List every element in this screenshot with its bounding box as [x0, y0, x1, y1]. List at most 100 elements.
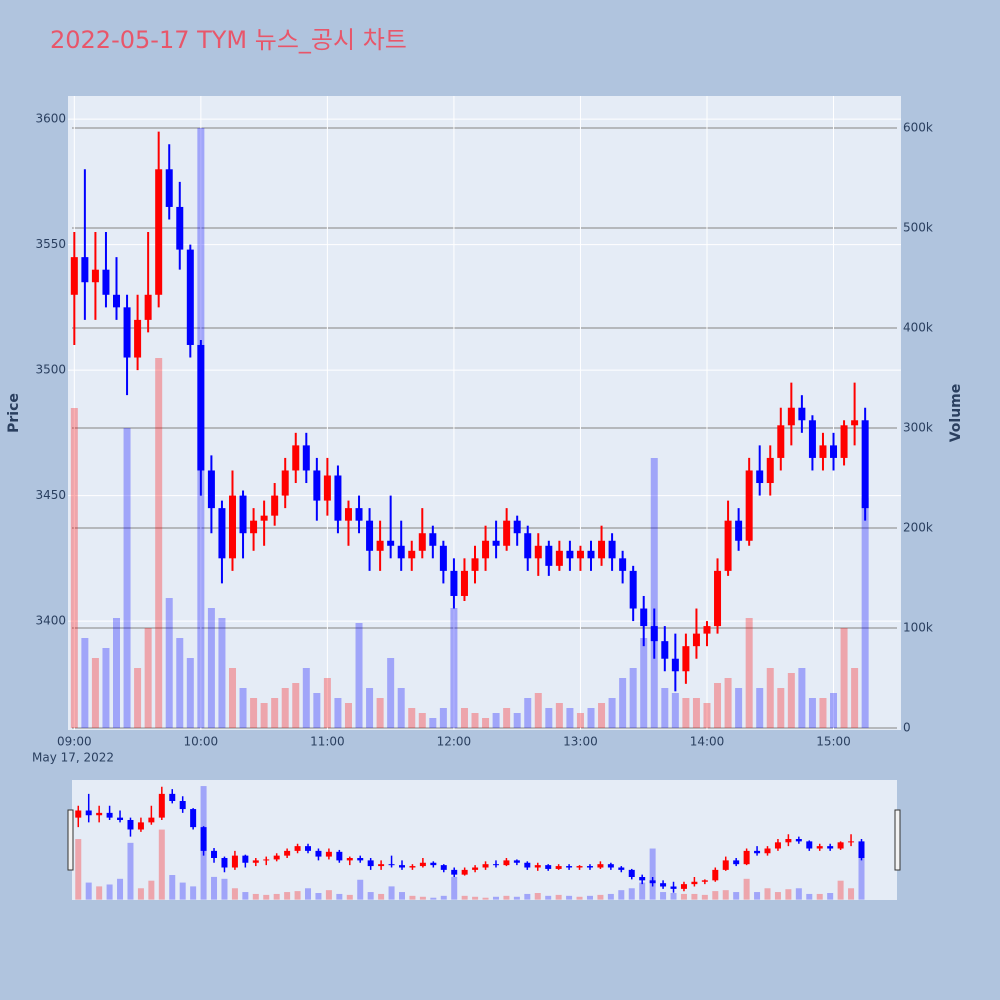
mini-candle-body — [451, 869, 458, 875]
candle-body — [640, 608, 648, 627]
candle-body — [861, 420, 869, 509]
mini-candle-body — [440, 865, 447, 870]
volume-bar — [239, 688, 247, 728]
slider-handle-left[interactable] — [67, 809, 74, 871]
mini-candle-body — [263, 859, 270, 861]
mini-candle-body — [148, 817, 155, 823]
volume-bar — [228, 668, 236, 728]
mini-volume-bar — [305, 888, 312, 900]
mini-volume-bar — [503, 895, 510, 900]
volume-bar — [418, 713, 426, 728]
mini-candle-body — [827, 846, 834, 849]
mini-candle-body — [284, 850, 291, 856]
volume-bar — [134, 668, 142, 728]
mini-candle-body — [722, 860, 729, 870]
candle-body — [408, 550, 416, 559]
mini-candle-body — [576, 866, 583, 868]
mini-volume-bar — [315, 892, 322, 900]
volume-bar — [176, 638, 184, 728]
candle-body — [808, 420, 816, 458]
range-slider[interactable] — [72, 780, 897, 900]
mini-candle-body — [524, 862, 531, 868]
mini-volume-bar — [816, 893, 823, 900]
mini-candle-body — [409, 866, 416, 868]
mini-candle-body — [357, 858, 364, 861]
mini-volume-bar — [827, 892, 834, 900]
mini-volume-bar — [127, 842, 134, 900]
candle-body — [598, 540, 606, 559]
mini-candle-body — [837, 842, 844, 849]
plot-area — [68, 96, 901, 730]
mini-volume-bar — [378, 893, 385, 900]
mini-volume-bar — [795, 888, 802, 900]
y-tick-label: 3500 — [35, 363, 66, 377]
mini-candle-body — [106, 812, 113, 818]
mini-candle-body — [670, 886, 677, 889]
y-tick-label: 3400 — [35, 614, 66, 628]
candle-body — [450, 570, 458, 596]
candle-body — [81, 257, 89, 283]
mini-candle-body — [555, 866, 562, 869]
mini-candle-body — [137, 822, 144, 830]
volume-bar — [492, 713, 500, 728]
mini-candle-body — [200, 827, 207, 851]
mini-volume-bar — [691, 893, 698, 900]
mini-volume-bar — [534, 892, 541, 900]
mini-candle-body — [294, 846, 301, 851]
volume-bar — [534, 693, 542, 728]
candle-body — [619, 558, 627, 571]
volume-bar — [692, 698, 700, 728]
mini-candle-body — [806, 841, 813, 849]
mini-volume-bar — [472, 896, 479, 900]
mini-volume-bar — [722, 890, 729, 900]
volume-bar — [144, 628, 152, 728]
volume-bar — [576, 713, 584, 728]
mini-volume-bar — [252, 893, 259, 900]
mini-volume-bar — [743, 878, 750, 900]
x-tick-label: 12:00 — [437, 735, 472, 749]
volume-bar — [186, 658, 194, 728]
mini-volume-bar — [96, 886, 103, 900]
x-date-label: May 17, 2022 — [32, 751, 114, 765]
volume-bar — [344, 703, 352, 728]
candle-body — [239, 495, 247, 534]
candle-body — [334, 475, 342, 521]
mini-volume-bar — [211, 876, 218, 900]
volume-bar — [91, 658, 99, 728]
x-tick-label: 13:00 — [563, 735, 598, 749]
volume-bar — [650, 458, 658, 728]
volume-bar — [787, 673, 795, 728]
candle-body — [851, 420, 859, 426]
y2-tick-label: 300k — [903, 421, 933, 435]
mini-candle-body — [461, 869, 468, 875]
x-tick-label: 11:00 — [310, 735, 345, 749]
slider-handle-right[interactable] — [894, 809, 901, 871]
candle-body — [787, 407, 795, 426]
candle-body — [503, 520, 511, 546]
x-tick-label: 10:00 — [184, 735, 219, 749]
mini-volume-bar — [221, 878, 228, 900]
mini-candle-body — [315, 850, 322, 857]
mini-candle-body — [566, 866, 573, 868]
volume-bar — [250, 698, 258, 728]
mini-volume-bar — [628, 888, 635, 900]
volume-bar — [703, 703, 711, 728]
mini-candle-body — [305, 846, 312, 851]
volume-bar — [735, 688, 743, 728]
candle-body — [703, 626, 711, 634]
mini-candle-body — [325, 851, 332, 857]
mini-candle-body — [231, 855, 238, 868]
candle-body — [608, 540, 616, 559]
candle-body — [439, 545, 447, 571]
x-tick-label: 09:00 — [57, 735, 92, 749]
mini-volume-bar — [325, 890, 332, 900]
mini-volume-bar — [451, 876, 458, 900]
candle-body — [819, 445, 827, 458]
mini-volume-bar — [701, 894, 708, 900]
volume-bar — [102, 648, 110, 728]
volume-bar — [777, 688, 785, 728]
mini-candle-body — [649, 880, 656, 884]
volume-bar — [524, 698, 532, 728]
mini-candle-body — [430, 862, 437, 866]
y-tick-label: 3550 — [35, 237, 66, 251]
